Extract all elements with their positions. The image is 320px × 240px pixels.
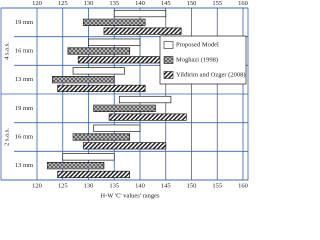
x-tick-label: 145 [161, 182, 171, 189]
x-tick-label-top: 160 [238, 0, 248, 7]
x-tick-label: 125 [58, 182, 68, 189]
range-bar [82, 18, 146, 26]
x-tick-label-top: 140 [135, 0, 145, 7]
x-tick-label-top: 125 [58, 0, 68, 7]
x-tick-label: 155 [212, 182, 222, 189]
y-tick-label: 19 mm [15, 105, 33, 112]
range-bar [103, 27, 182, 35]
range-bar [57, 170, 131, 179]
x-tick-label: 150 [187, 182, 197, 189]
legend-label: Yildirim and Ozger (2008) [176, 71, 246, 78]
legend-label: Proposed Model [176, 41, 219, 48]
x-tick-label-top: 120 [32, 0, 42, 7]
range-bar [119, 95, 172, 104]
y-tick-label: 13 mm [15, 162, 33, 169]
x-tick-label: 140 [135, 182, 145, 189]
range-bar [52, 76, 115, 84]
legend-label: Moghazi (1998) [176, 56, 218, 63]
x-tick-label-top: 155 [212, 0, 222, 7]
y-tick-label: 16 mm [15, 47, 33, 54]
group-label: 4 s.a.s. [3, 42, 10, 60]
range-bar [72, 67, 125, 75]
range-bar [88, 38, 141, 46]
range-bar [57, 84, 146, 93]
range-bar [108, 113, 187, 121]
range-bar [93, 104, 156, 112]
x-tick-label: 160 [238, 182, 248, 189]
y-tick-label: 13 mm [15, 76, 33, 83]
x-tick-label: 120 [32, 182, 42, 189]
x-axis-label: H-W 'C' values' ranges [100, 192, 160, 199]
range-bar [113, 9, 167, 18]
legend-swatch [163, 71, 174, 79]
range-bar [62, 153, 115, 161]
x-tick-label-top: 145 [161, 0, 171, 7]
range-bar [77, 56, 167, 64]
x-tick-label-top: 135 [109, 0, 119, 7]
range-bar [82, 142, 167, 150]
range-bar [72, 133, 131, 141]
range-bar [93, 124, 141, 132]
y-tick-label: 19 mm [15, 19, 33, 26]
x-tick-label-top: 150 [187, 0, 197, 7]
legend-swatch [163, 41, 174, 49]
group-label: 2 s.a.s. [3, 128, 10, 146]
chart: H-W 'C' values' ranges 120 120 125 125 130 13… [0, 0, 249, 199]
legend-swatch [163, 56, 174, 64]
range-bar [46, 162, 105, 170]
x-tick-label: 130 [84, 182, 94, 189]
x-tick-label: 135 [109, 182, 119, 189]
x-tick-label-top: 130 [84, 0, 94, 7]
y-tick-label: 16 mm [15, 133, 33, 140]
legend-box [159, 35, 247, 85]
range-bar [67, 47, 131, 55]
